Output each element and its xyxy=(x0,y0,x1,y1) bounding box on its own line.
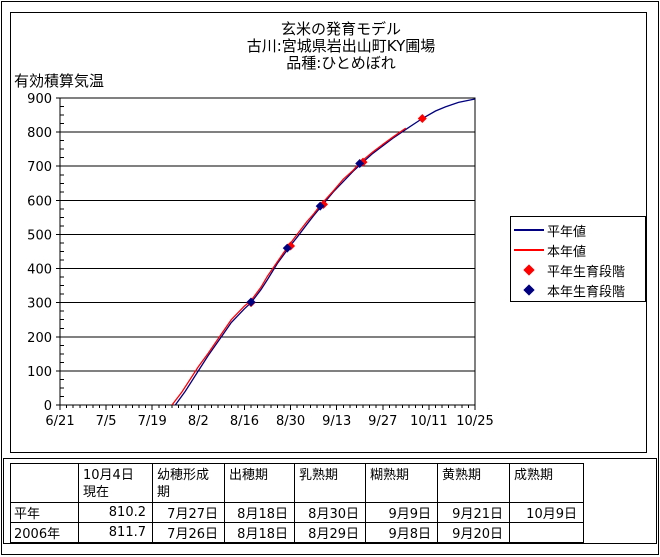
table-header-row: 10月4日 現在 幼穂形成 期出穂期 乳熟期 糊熟期 黄熟期 成熟期 xyxy=(10,463,584,503)
svg-text:0: 0 xyxy=(44,399,52,414)
svg-text:6/21: 6/21 xyxy=(45,414,74,429)
gridlines xyxy=(60,131,475,372)
diamond-marker-icon xyxy=(511,264,547,276)
x-axis-tick-labels: 6/21 7/5 7/19 8/2 8/16 8/30 9/13 9/27 10/11 10/25 xyxy=(45,414,493,429)
diamond-marker-icon xyxy=(417,113,427,123)
table-cell xyxy=(509,522,584,543)
legend-label: 本年生育段階 xyxy=(547,284,626,300)
chart-title-line3: 品種:ひとめぼれ xyxy=(286,54,396,72)
svg-text:8/30: 8/30 xyxy=(276,414,305,429)
svg-text:500: 500 xyxy=(27,228,52,243)
table-header-cell: 黄熟期 xyxy=(437,463,510,503)
svg-text:8/16: 8/16 xyxy=(230,414,259,429)
svg-text:100: 100 xyxy=(27,365,52,380)
chart-frame: 0 100 200 300 400 500 600 700 800 900 6/21 7/5 7/19 8… xyxy=(10,12,647,453)
table-cell: 8月29日 xyxy=(294,522,366,543)
table-header-cell: 幼穂形成 期 xyxy=(152,463,225,503)
diamond-marker-icon xyxy=(511,284,547,296)
legend-item-honnen-stage: 本年生育段階 xyxy=(511,280,645,300)
table-cell: 7月27日 xyxy=(152,502,225,523)
svg-text:7/19: 7/19 xyxy=(138,414,167,429)
diamond-marker-icon xyxy=(282,243,292,253)
table-row: 平年 810.2 7月27日 8月18日 8月30日 9月9日 9月21日 10月9日 xyxy=(10,502,584,523)
svg-text:300: 300 xyxy=(27,297,52,312)
legend-label: 平年値 xyxy=(547,224,587,240)
chart-title: 玄米の発育モデル 古川:宮城県岩出山町KY圃場 品種:ひとめぼれ xyxy=(141,21,541,72)
curve-honnen xyxy=(171,127,407,406)
table-header-cell: 出穂期 xyxy=(224,463,295,503)
table-cell: 8月18日 xyxy=(224,502,295,523)
table-header-cell: 乳熟期 xyxy=(294,463,366,503)
table-cell: 810.2 xyxy=(78,502,153,523)
table-header-cell: 成熟期 xyxy=(509,463,584,503)
stage-table: 10月4日 現在 幼穂形成 期出穂期 乳熟期 糊熟期 黄熟期 成熟期 平年 810.2 7月27… xyxy=(10,463,584,543)
svg-text:900: 900 xyxy=(27,92,52,107)
plot-area: 0 100 200 300 400 500 600 700 800 900 6/21 7/5 7/19 8… xyxy=(27,92,494,429)
svg-text:7/5: 7/5 xyxy=(96,414,117,429)
svg-text:10/25: 10/25 xyxy=(456,414,493,429)
svg-text:700: 700 xyxy=(27,160,52,175)
markers-honnen-stage xyxy=(246,158,365,307)
table-header-cell: 糊熟期 xyxy=(365,463,438,503)
chart-title-line1: 玄米の発育モデル xyxy=(280,20,401,38)
line-sample-icon xyxy=(511,229,547,231)
markers-heinen-stage xyxy=(246,113,427,308)
table-cell: 8月30日 xyxy=(294,502,366,523)
svg-text:10/11: 10/11 xyxy=(410,414,447,429)
table-cell: 8月18日 xyxy=(224,522,295,543)
chart-title-line2: 古川:宮城県岩出山町KY圃場 xyxy=(246,37,436,55)
axis-ticks xyxy=(56,97,476,410)
diamond-marker-icon xyxy=(315,201,325,211)
table-cell: 9月8日 xyxy=(365,522,438,543)
table-cell: 811.7 xyxy=(78,522,153,543)
legend-item-honnen-line: 本年値 xyxy=(511,240,645,260)
y-axis-tick-labels: 0 100 200 300 400 500 600 700 800 900 xyxy=(27,92,52,414)
table-cell: 10月9日 xyxy=(509,502,584,523)
y-axis-title: 有効積算気温 xyxy=(14,72,105,90)
legend-item-heinen-stage: 平年生育段階 xyxy=(511,260,645,280)
svg-text:200: 200 xyxy=(27,331,52,346)
stage-table-box: 10月4日 現在 幼穂形成 期出穂期 乳熟期 糊熟期 黄熟期 成熟期 平年 810.2 7月27… xyxy=(3,458,657,544)
line-sample-icon xyxy=(511,249,547,251)
legend: 平年値 本年値 平年生育段階 本年生育段階 xyxy=(510,216,646,302)
table-cell: 9月9日 xyxy=(365,502,438,523)
legend-item-heinen-line: 平年値 xyxy=(511,220,645,240)
diamond-marker-icon xyxy=(246,297,256,307)
table-cell: 7月26日 xyxy=(152,522,225,543)
table-row: 2006年 811.7 7月26日 8月18日 8月29日 9月8日 9月20日 xyxy=(10,522,584,543)
table-header-cell xyxy=(10,463,79,503)
svg-text:400: 400 xyxy=(27,263,52,278)
svg-text:800: 800 xyxy=(27,126,52,141)
curve-heinen xyxy=(174,98,476,406)
table-row-label: 2006年 xyxy=(10,522,79,543)
legend-label: 平年生育段階 xyxy=(547,264,626,280)
diamond-marker-icon xyxy=(355,158,365,168)
svg-text:600: 600 xyxy=(27,194,52,209)
plot-border xyxy=(59,97,476,406)
table-row-label: 平年 xyxy=(10,502,79,523)
svg-text:9/13: 9/13 xyxy=(322,414,351,429)
table-header-cell: 10月4日 現在 xyxy=(78,463,153,503)
svg-text:8/2: 8/2 xyxy=(188,414,209,429)
svg-text:9/27: 9/27 xyxy=(368,414,397,429)
table-cell: 9月20日 xyxy=(437,522,510,543)
legend-label: 本年値 xyxy=(547,244,587,260)
table-cell: 9月21日 xyxy=(437,502,510,523)
